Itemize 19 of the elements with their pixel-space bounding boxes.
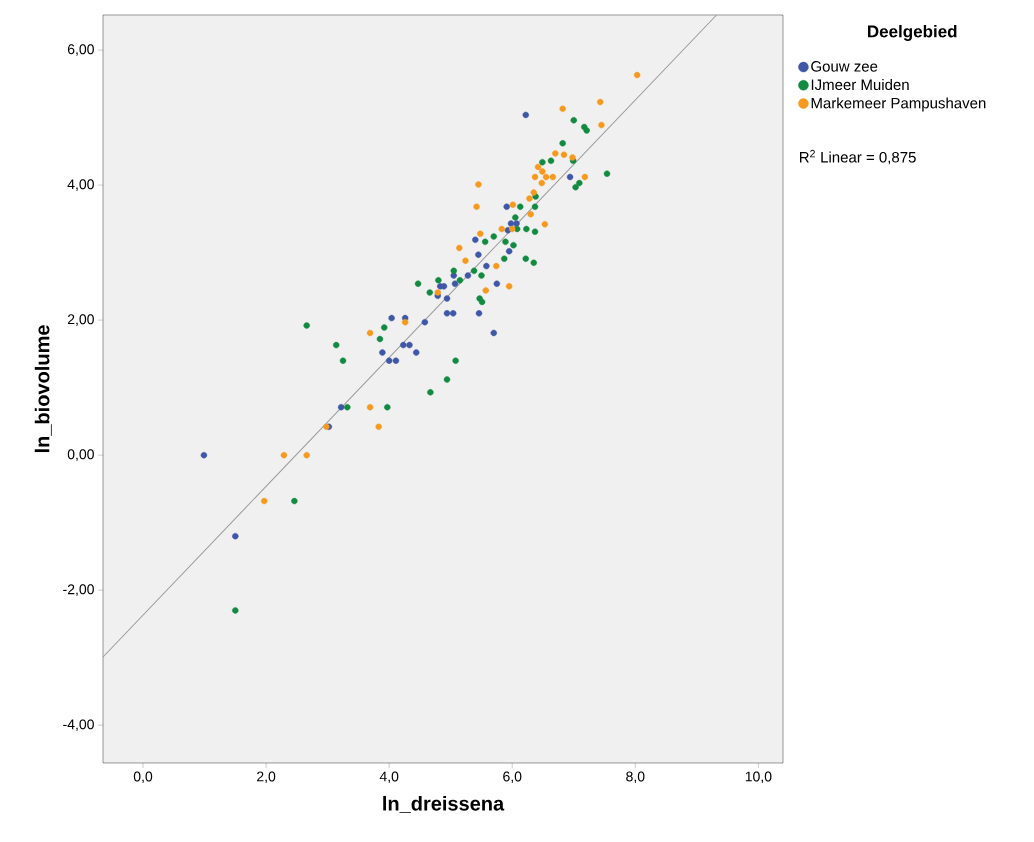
x-tick-label: 8,0 bbox=[626, 771, 645, 784]
text: R$^{2}$ Linear = 0,875 bbox=[800, 149, 916, 165]
x-tick-label: 4,0 bbox=[379, 771, 399, 784]
x-tick-label: 2,0 bbox=[257, 771, 276, 784]
y-tick-label: 0,00 bbox=[67, 449, 94, 461]
y-tick-label: 2,00 bbox=[67, 314, 94, 326]
x-tick-label: 10,0 bbox=[745, 771, 772, 784]
legend-title: Deelgebied bbox=[868, 24, 957, 41]
y-axis-title: ln_biovolume bbox=[34, 325, 52, 453]
legend-label: Gouw zee bbox=[811, 61, 878, 72]
y-tick-label: -4,00 bbox=[63, 719, 94, 731]
x-tick-label: 6,0 bbox=[503, 771, 522, 784]
legend-label: Markemeer Pampushaven bbox=[811, 97, 986, 112]
x-axis-title: ln_dreissena bbox=[383, 795, 505, 813]
legend-label: IJmeer Muiden bbox=[811, 79, 909, 91]
y-tick-label: 6,00 bbox=[67, 44, 94, 56]
x-tick-label: 0,0 bbox=[133, 771, 153, 784]
y-tick-label: -2,00 bbox=[63, 584, 94, 596]
y-tick-label: 4,00 bbox=[67, 179, 94, 191]
